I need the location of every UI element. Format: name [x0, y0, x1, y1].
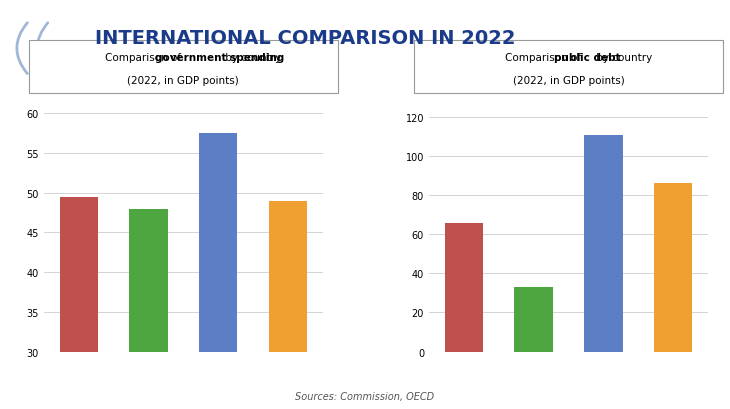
Bar	[584, 135, 623, 352]
Text: Comparison of: Comparison of	[504, 53, 584, 63]
Bar	[515, 288, 553, 352]
FancyBboxPatch shape	[415, 41, 723, 94]
Text: Sources: Commission, OECD: Sources: Commission, OECD	[296, 391, 434, 401]
Bar	[654, 184, 692, 352]
Text: government spending: government spending	[155, 53, 284, 63]
Text: (2022, in GDP points): (2022, in GDP points)	[128, 76, 239, 86]
Bar	[60, 197, 98, 409]
Text: public debt: public debt	[554, 53, 621, 63]
Text: by country: by country	[223, 53, 282, 63]
Bar	[199, 134, 237, 409]
Bar	[445, 223, 483, 352]
Bar	[129, 209, 168, 409]
Text: INTERNATIONAL COMPARISON IN 2022: INTERNATIONAL COMPARISON IN 2022	[95, 29, 515, 47]
Text: by country: by country	[593, 53, 653, 63]
FancyBboxPatch shape	[29, 41, 337, 94]
Bar	[269, 201, 307, 409]
Text: (2022, in GDP points): (2022, in GDP points)	[512, 76, 624, 86]
Text: Comparison of: Comparison of	[105, 53, 185, 63]
